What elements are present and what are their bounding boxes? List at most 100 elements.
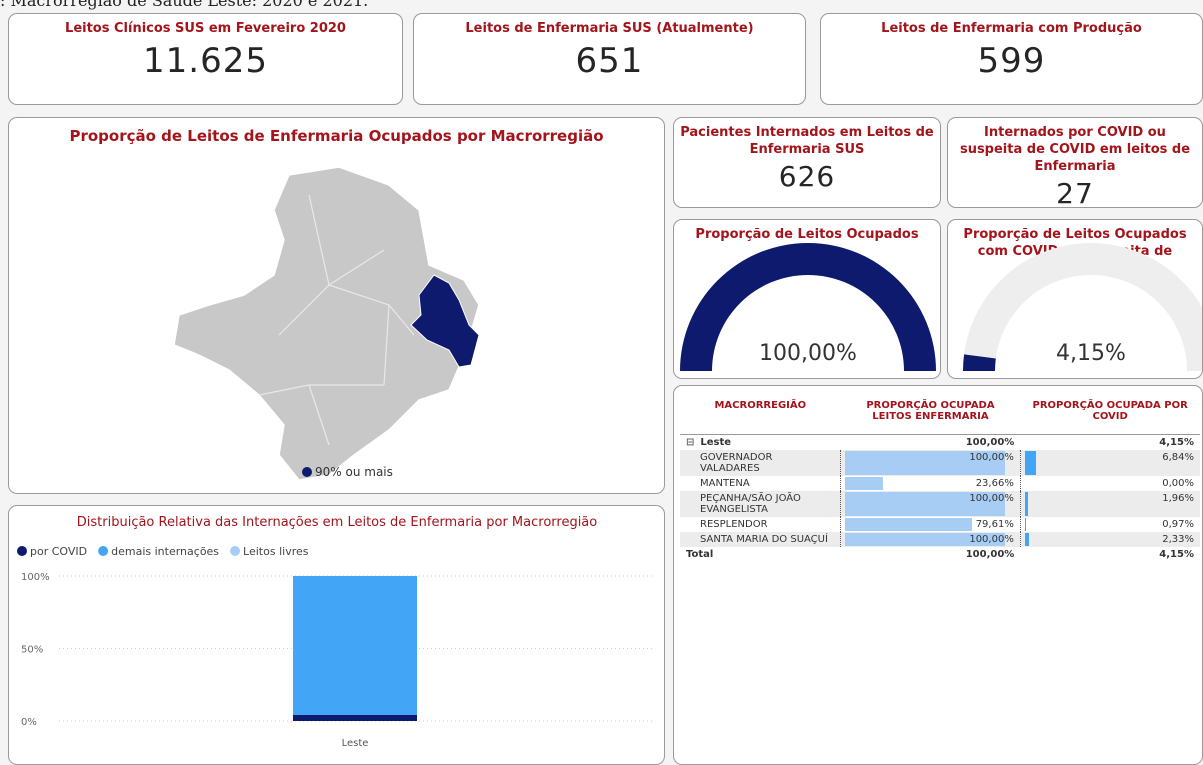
x-tick-label: Leste [342, 738, 369, 749]
map-title: Proporção de Leitos de Enfermaria Ocupad… [69, 127, 604, 145]
row-label: PEÇANHA/SÃO JOÃO EVANGELISTA [700, 493, 801, 515]
legend-label: por COVID [30, 545, 87, 558]
cell: 79,61% [840, 517, 1021, 532]
map-panel: Proporção de Leitos de Enfermaria Ocupad… [8, 117, 665, 494]
row-name: ⊟ Leste [680, 435, 841, 451]
legend-dot [98, 546, 109, 556]
data-row: RESPLENDOR 79,61% 0,97% [680, 517, 1200, 532]
cell-label: 0,97% [1162, 519, 1194, 530]
caption: : Macrorregião de Saúde Leste: 2020 e 20… [0, 0, 369, 10]
row-name: Total [680, 547, 841, 562]
bar-segment [293, 576, 417, 715]
cell: 100,00% [840, 491, 1021, 517]
data-bar [1024, 533, 1029, 546]
cell-label: 2,33% [1162, 534, 1194, 545]
data-row: MANTENA 23,66% 0,00% [680, 476, 1200, 491]
row-label: RESPLENDOR [700, 519, 768, 530]
cell-label: 6,84% [1162, 452, 1194, 463]
data-row: SANTA MARIA DO SUAÇUÍ 100,00% 2,33% [680, 532, 1200, 547]
data-bar [845, 477, 883, 490]
gauge-value: 100,00% [759, 341, 857, 366]
data-bar [845, 492, 1006, 516]
bar-chart: Distribuição Relativa das Internações em… [17, 515, 654, 749]
row-label: Total [686, 549, 714, 560]
cell-label: 23,66% [975, 478, 1014, 489]
row-label: Leste [700, 437, 732, 448]
card-value: 599 [977, 41, 1046, 81]
gauge: 100,00% [680, 243, 936, 371]
legend-label: 90% ou mais [315, 465, 393, 479]
cell-label: 100,00% [969, 452, 1014, 463]
cell-label: 100,00% [969, 493, 1014, 504]
cell-label: 0,00% [1162, 478, 1194, 489]
gauge-fill [963, 354, 996, 371]
legend-dot [17, 546, 27, 556]
data-row: PEÇANHA/SÃO JOÃO EVANGELISTA 100,00% 1,96% [680, 491, 1200, 517]
cell: 100,00% [965, 549, 1015, 560]
gauge-track [963, 243, 1202, 371]
cell-label: 100,00% [969, 534, 1014, 545]
data-bar [845, 533, 1006, 546]
chart-title: Distribuição Relativa das Internações em… [77, 515, 598, 530]
y-tick-label: 0% [21, 717, 37, 728]
expand-toggle: ⊟ [686, 437, 695, 448]
card-title: Internados por COVID ou suspeita de COVI… [959, 125, 1191, 174]
cell: 2,33% [1019, 532, 1200, 547]
column-header: MACRORREGIÃO [714, 400, 807, 411]
card: Leitos de Enfermaria SUS (Atualmente) 65… [413, 13, 806, 105]
cell: 100,00% [840, 450, 1021, 476]
card: Leitos Clínicos SUS em Fevereiro 2020 11… [8, 13, 403, 105]
map-region [173, 166, 480, 481]
cell: 6,84% [1019, 450, 1200, 476]
column-header: PROPORÇÃO OCUPADA LEITOS ENFERMARIA [866, 400, 995, 422]
data-bar [1024, 451, 1036, 475]
header-row: MACRORREGIÃO PROPORÇÃO OCUPADA LEITOS ENF… [680, 386, 1200, 435]
gauge-title: Proporção de Leitos Ocupados [695, 227, 919, 242]
column-header: PROPORÇÃO OCUPADA POR COVID [1032, 400, 1188, 422]
cell: 100,00% [840, 532, 1021, 547]
cell-label: 1,96% [1162, 493, 1194, 504]
cell: 1,96% [1019, 491, 1200, 517]
row-label: GOVERNADOR VALADARES [700, 452, 773, 474]
card-title: Leitos Clínicos SUS em Fevereiro 2020 [65, 21, 346, 36]
card-value: 11.625 [143, 41, 268, 81]
card: Leitos de Enfermaria com Produção 599 [820, 13, 1203, 105]
cell: 4,15% [1159, 549, 1194, 560]
cell: 4,15% [1159, 437, 1194, 448]
data-row: GOVERNADOR VALADARES 100,00% 6,84% [680, 450, 1200, 476]
map: 90% ou mais [173, 166, 480, 481]
row-label: SANTA MARIA DO SUAÇUÍ [700, 534, 828, 545]
card-value: 651 [575, 41, 644, 81]
card-value: 626 [778, 160, 836, 193]
legend-dot [230, 546, 241, 556]
cell-label: 79,61% [975, 519, 1014, 530]
card-title: Pacientes Internados em Leitos de Enferm… [680, 125, 934, 157]
map-borders [258, 194, 415, 446]
gauge-value: 4,15% [1056, 341, 1126, 366]
table: MACRORREGIÃO PROPORÇÃO OCUPADA LEITOS ENF… [680, 386, 1200, 562]
gauge-panel: Proporção de Leitos Ocupados com COVID o… [947, 219, 1203, 379]
legend-label: demais internações [111, 545, 219, 558]
card: Pacientes Internados em Leitos de Enferm… [673, 117, 941, 208]
table-panel: MACRORREGIÃO PROPORÇÃO OCUPADA LEITOS ENF… [673, 385, 1203, 765]
bar-panel: Distribuição Relativa das Internações em… [8, 505, 665, 765]
card: Internados por COVID ou suspeita de COVI… [947, 117, 1203, 208]
legend-dot [302, 467, 312, 477]
gauge-fill [680, 243, 936, 371]
bar-segment [293, 714, 417, 721]
group-row: ⊟ Leste 100,00% 4,15% [680, 434, 1200, 451]
cell: 100,00% [965, 437, 1015, 448]
card-value: 27 [1056, 177, 1094, 208]
row-label: MANTENA [700, 478, 750, 489]
data-bar [1024, 518, 1027, 531]
data-bar [845, 518, 973, 531]
legend-label: Leitos livres [243, 545, 309, 558]
card-title: Leitos de Enfermaria com Produção [881, 21, 1142, 36]
cell: 0,00% [1019, 476, 1200, 491]
highlighted-region [410, 274, 480, 368]
data-bar [1024, 492, 1028, 516]
data-bar [845, 451, 1006, 475]
gauge: 4,15% [963, 243, 1202, 371]
card-title: Leitos de Enfermaria SUS (Atualmente) [465, 21, 754, 36]
